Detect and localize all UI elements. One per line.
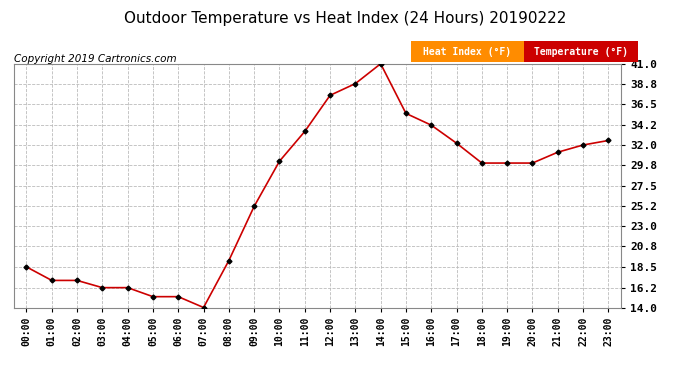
Text: Temperature (°F): Temperature (°F) — [534, 46, 629, 57]
Text: Outdoor Temperature vs Heat Index (24 Hours) 20190222: Outdoor Temperature vs Heat Index (24 Ho… — [124, 11, 566, 26]
Text: Copyright 2019 Cartronics.com: Copyright 2019 Cartronics.com — [14, 54, 177, 64]
Text: Heat Index (°F): Heat Index (°F) — [424, 46, 511, 57]
